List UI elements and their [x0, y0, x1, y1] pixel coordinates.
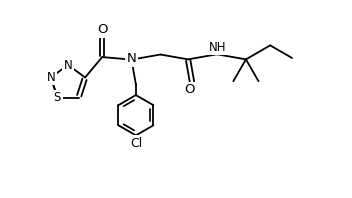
- Text: N: N: [64, 58, 73, 71]
- Text: O: O: [184, 83, 194, 96]
- Text: N: N: [46, 71, 55, 84]
- Text: S: S: [54, 91, 61, 104]
- Text: NH: NH: [209, 41, 227, 54]
- Text: Cl: Cl: [130, 137, 142, 150]
- Text: O: O: [97, 23, 107, 36]
- Text: N: N: [127, 52, 136, 65]
